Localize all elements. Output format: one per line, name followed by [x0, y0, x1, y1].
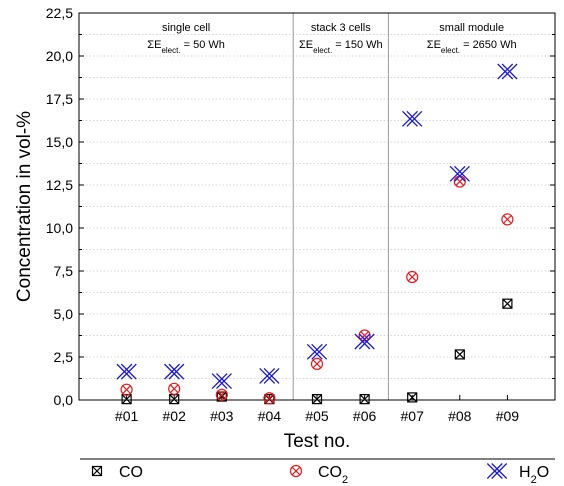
- y-tick-label: 20,0: [46, 48, 73, 64]
- marker-co2: [406, 270, 419, 284]
- marker-co2: [310, 357, 324, 370]
- legend-marker-co2: [289, 464, 303, 478]
- marker-co2: [215, 388, 228, 401]
- y-tick-label: 22,5: [46, 5, 73, 21]
- gridlines: [79, 34, 555, 379]
- marker-h2o: [259, 367, 280, 384]
- region-energy: ΣEelect. = 50 Wh: [147, 39, 225, 55]
- y-tick-label: 17,5: [46, 91, 73, 107]
- marker-co2: [453, 175, 466, 188]
- region-title: stack 3 cells: [311, 22, 371, 34]
- x-axis: #01 #02 #03 #04 #05 #06 #07 #08 #09: [115, 395, 519, 424]
- y-tick-label: 5,0: [54, 306, 74, 322]
- y-tick-label: 15,0: [46, 134, 73, 150]
- marker-h2o: [497, 63, 518, 80]
- marker-co2: [168, 382, 181, 395]
- legend-label-co2: CO2: [318, 464, 348, 486]
- x-tick-label: #06: [353, 408, 377, 424]
- x-tick-label: #08: [448, 408, 472, 424]
- region-title: small module: [439, 22, 504, 34]
- marker-co: [454, 349, 465, 360]
- y-axis-title: Concentration in vol-%: [14, 111, 35, 302]
- data-markers: [116, 63, 518, 405]
- y-axis: 0,0 2,5 5,0 7,5 10,0 12,5 15,0 17,5 20,0 22,5: [46, 5, 555, 408]
- legend: CO CO2 H2O: [80, 458, 555, 486]
- region-energy: ΣEelect. = 2650 Wh: [427, 39, 517, 55]
- marker-co: [502, 298, 513, 309]
- legend-label-co: CO: [119, 464, 143, 481]
- x-tick-label: #03: [210, 408, 234, 424]
- marker-h2o: [354, 333, 375, 350]
- y-tick-label: 7,5: [54, 263, 74, 279]
- marker-h2o: [306, 343, 328, 360]
- region-title: single cell: [162, 22, 210, 34]
- y-tick-label: 10,0: [46, 220, 73, 236]
- x-tick-label: #01: [115, 408, 139, 424]
- legend-marker-co: [91, 465, 103, 477]
- marker-h2o: [211, 373, 232, 390]
- legend-label-h2o: H2O: [519, 464, 549, 486]
- y-tick-label: 0,0: [54, 392, 74, 408]
- y-tick-label: 2,5: [54, 349, 74, 365]
- x-tick-label: #07: [401, 408, 425, 424]
- marker-h2o: [402, 110, 423, 127]
- marker-h2o: [449, 165, 470, 182]
- marker-h2o: [164, 363, 185, 380]
- marker-co2: [120, 383, 133, 396]
- y-tick-label: 12,5: [46, 177, 73, 193]
- x-tick-label: #05: [305, 408, 329, 424]
- marker-co: [359, 394, 370, 405]
- legend-marker-h2o: [486, 463, 508, 479]
- x-axis-title: Test no.: [284, 431, 351, 452]
- region-labels: single cell ΣEelect. = 50 Wh stack 3 cells…: [147, 22, 516, 55]
- marker-h2o: [116, 363, 137, 380]
- marker-co2: [358, 329, 371, 342]
- region-energy: ΣEelect. = 150 Wh: [299, 39, 383, 55]
- x-tick-label: #02: [163, 408, 187, 424]
- x-tick-label: #09: [496, 408, 520, 424]
- region-dividers: [292, 13, 389, 400]
- marker-co: [311, 394, 323, 405]
- marker-co: [407, 392, 418, 403]
- x-tick-label: #04: [258, 408, 282, 424]
- marker-co2: [263, 392, 276, 405]
- marker-co2: [501, 213, 514, 226]
